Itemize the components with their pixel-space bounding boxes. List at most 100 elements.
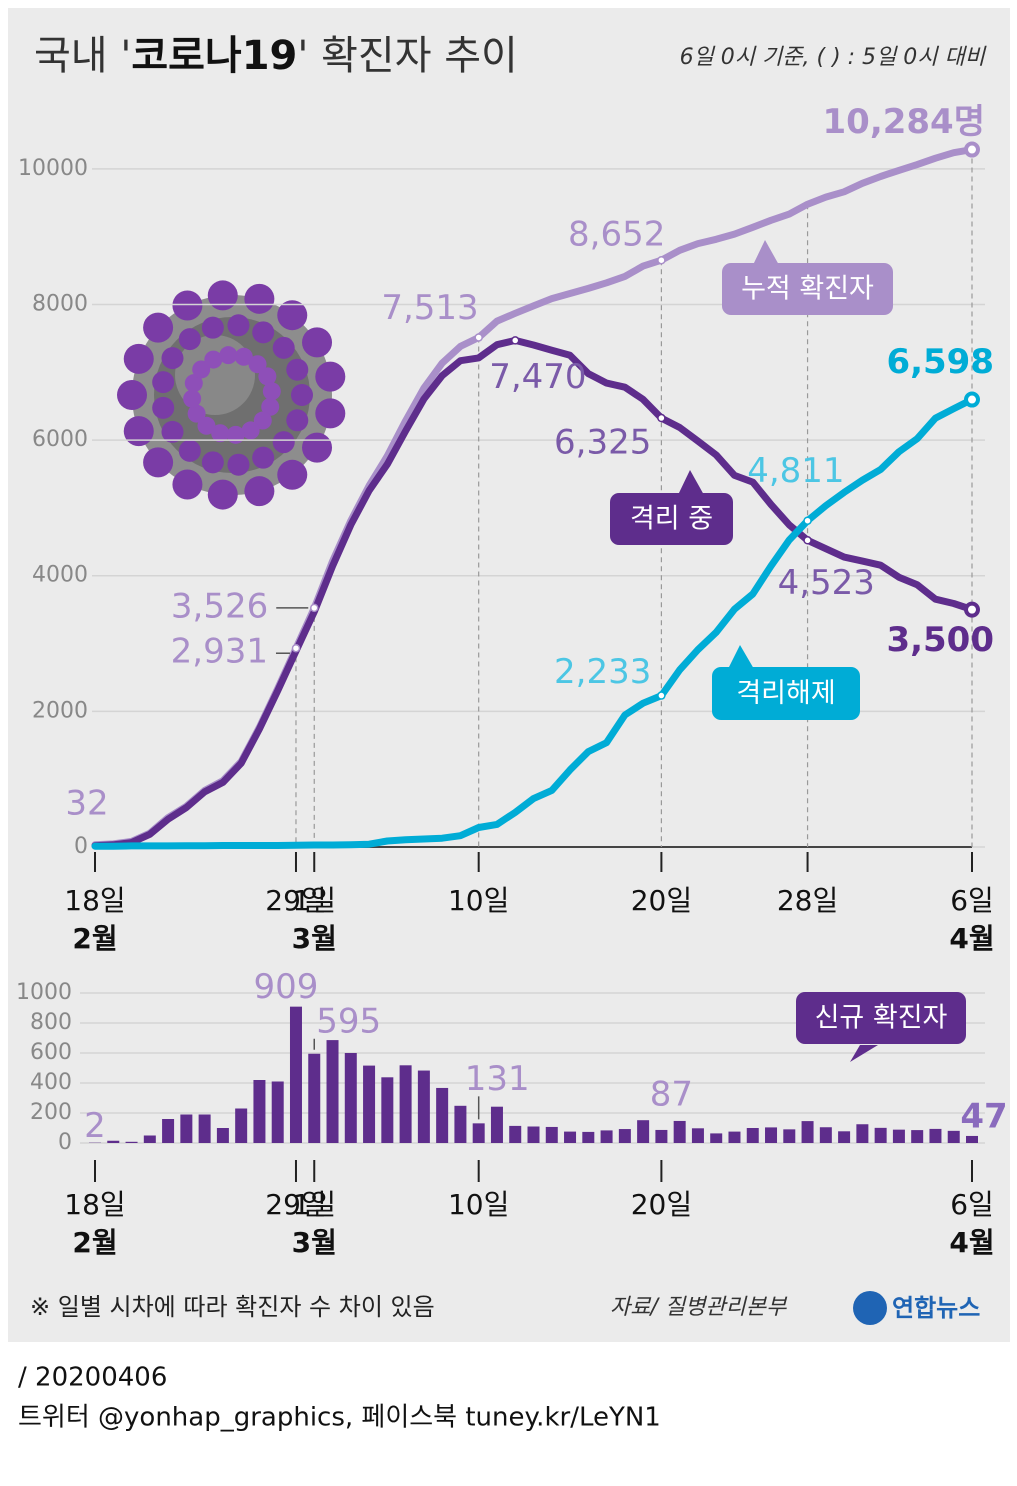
data-label: 2,233 [554,652,651,692]
data-label: 6,325 [554,423,651,463]
data-label: 4,523 [778,563,875,603]
data-label: 3,500 [886,620,994,660]
source: 자료/ 질병관리본부 [610,1295,788,1320]
bar [874,1127,887,1143]
bar [253,1080,266,1143]
spike [152,371,175,394]
bar [892,1129,905,1143]
bar [783,1129,796,1143]
spike-tip [261,397,280,416]
bar [746,1128,759,1143]
data-label: 8,652 [568,215,665,255]
spike-tip [253,411,272,430]
spike [302,327,333,358]
x-tick-label: 1일 [292,1188,336,1221]
bar [271,1081,284,1143]
spike [123,416,154,447]
title-part: ' 확진자 추이 [297,33,517,79]
logo: 연합뉴스 [892,1294,980,1322]
point-marker [657,255,666,265]
x-tick-label: 10일 [448,1188,509,1221]
y-tick-label: 1000 [16,980,72,1005]
bar [600,1130,613,1143]
data-label: 7,470 [489,357,586,397]
y-tick-label: 800 [30,1010,72,1035]
spike [152,396,175,419]
virus-illustration [117,280,346,510]
callout-pointer [850,1045,878,1062]
bar [582,1131,595,1143]
spike [286,409,309,432]
month-label: 2월 [72,922,117,955]
spike [244,476,275,507]
data-label: 131 [465,1059,530,1099]
spike [207,280,238,311]
month-label: 3월 [292,1226,337,1259]
bar [363,1065,376,1143]
bar [216,1128,229,1143]
spike-tip [192,360,211,379]
x-tick-label: 29일 [265,884,326,917]
bar [947,1130,960,1143]
x-tick-label: 18일 [64,1188,125,1221]
social: 트위터 @yonhap_graphics, 페이스북 tuney.kr/LeYN… [18,1403,661,1433]
y-tick-label: 0 [58,1130,72,1155]
month-label: 4월 [949,922,994,955]
spike-tip [219,346,238,365]
spike [252,321,275,344]
title-part: 코로나19 [131,33,297,79]
data-label: 87 [650,1074,693,1114]
spike-tip [226,425,245,444]
bar [655,1129,668,1143]
point-marker [657,413,666,423]
spike [277,300,308,331]
data-label: 3,526 [171,586,268,626]
legend-label: 격리 중 [630,504,713,535]
legend-label: 신규 확진자 [815,1003,948,1034]
bar [381,1077,394,1143]
bar [801,1121,814,1143]
bar [618,1129,631,1143]
bar [490,1106,503,1143]
note: 6일 0시 기준, ( ) : 5일 0시 대비 [680,45,987,70]
spike-tip [183,389,202,408]
spike [227,453,250,476]
spike [244,283,275,314]
data-label: 47 [960,1096,1007,1136]
x-tick-label: 29일 [265,1188,326,1221]
x-tick-label: 20일 [631,884,692,917]
spike-tip [234,347,253,366]
end-marker [964,601,980,618]
spike-tip [262,382,281,401]
bar [911,1130,924,1143]
data-label: 6,598 [886,342,994,382]
legend-label: 격리해제 [736,678,835,709]
bar [417,1070,430,1143]
spike-tip [211,424,230,443]
spike [161,347,184,370]
data-label: 2 [84,1106,106,1146]
x-tick-label: 6일 [950,884,994,917]
bar [436,1087,449,1143]
spike [315,361,346,392]
spike-tip [187,404,206,423]
bar [326,1040,339,1143]
x-tick-label: 6일 [950,1188,994,1221]
point-marker [803,516,812,525]
spike [302,432,333,463]
y-tick-label: 400 [30,1070,72,1095]
bar [929,1128,942,1143]
legend-label: 누적 확진자 [741,274,874,305]
spike [143,312,174,343]
title-part: 국내 ' [34,33,131,79]
spike [123,343,154,374]
spike [291,384,313,406]
line-series [91,396,976,850]
x-tick-label: 20일 [631,1188,692,1221]
bar [235,1108,248,1143]
chart-title: 국내 '코로나19' 확진자 추이 [34,33,518,79]
bar [162,1119,175,1143]
point-marker [291,643,301,653]
bar [143,1135,156,1143]
bar [308,1053,321,1143]
